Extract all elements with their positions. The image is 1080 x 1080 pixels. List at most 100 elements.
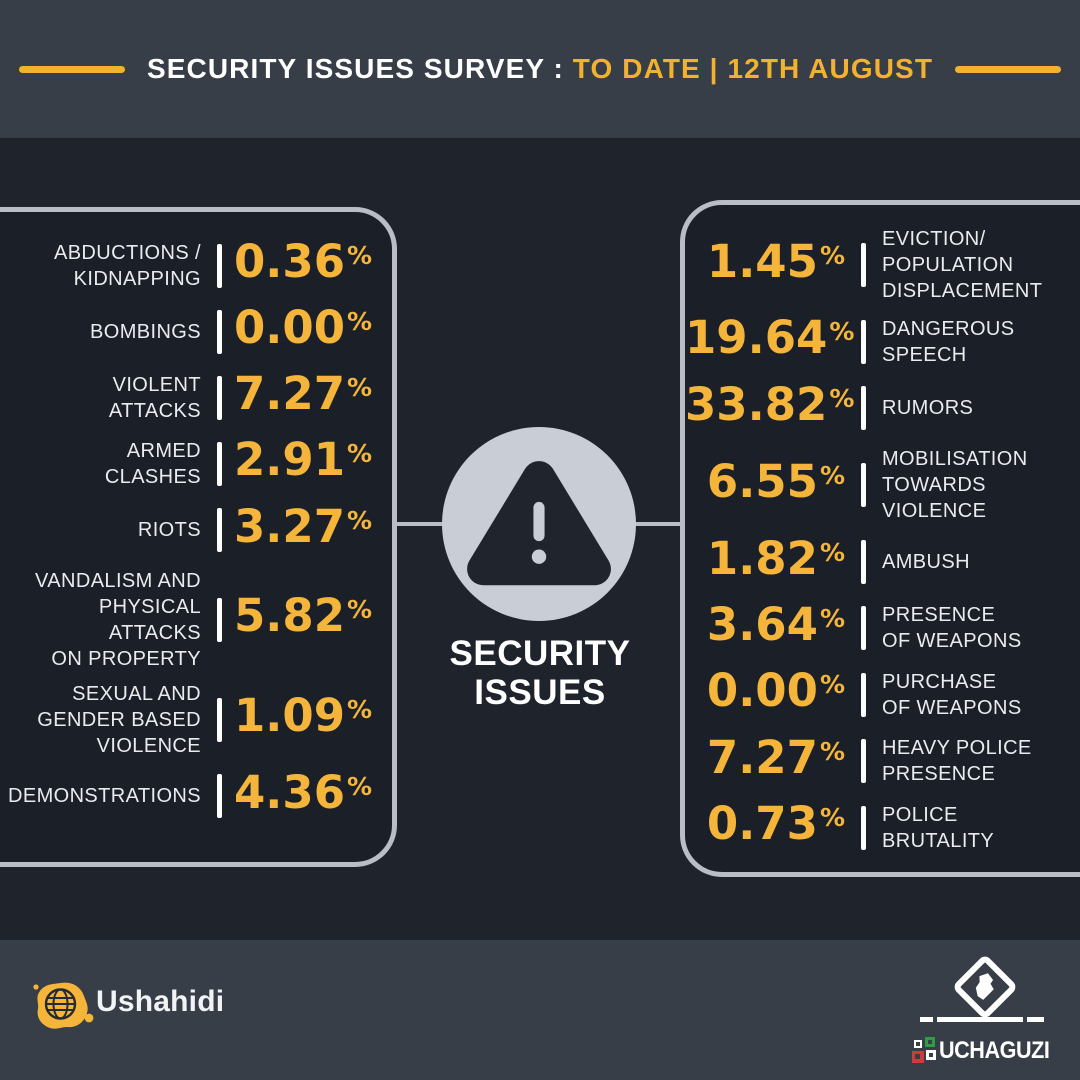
stat-row-armed-clashes: ARMED CLASHES 2.91% <box>5 433 372 492</box>
uchaguzi-pattern-icon <box>912 1035 939 1067</box>
percent-sign: % <box>819 537 845 567</box>
page-title: SECURITY ISSUES SURVEY : TO DATE | 12TH … <box>147 53 933 85</box>
stat-number: 33.82 <box>685 377 828 431</box>
stat-value: 7.27% <box>234 367 372 426</box>
divider-bar <box>217 774 222 819</box>
uchaguzi-wordmark-row: UCHAGUZI <box>912 1035 1062 1067</box>
divider-bar <box>217 597 222 642</box>
stat-label: MOBILISATION TOWARDS VIOLENCE <box>882 448 1028 523</box>
uchaguzi-logo: UCHAGUZI <box>912 943 1052 1064</box>
divider-bar <box>861 739 866 784</box>
stat-row-riots: RIOTS 3.27% <box>5 499 372 559</box>
stat-number: 5.82 <box>234 589 346 643</box>
stat-value: 6.55% <box>685 456 845 514</box>
stat-row-rumors: 33.82% RUMORS <box>685 377 1080 437</box>
stat-number: 0.73 <box>706 797 818 850</box>
stat-value: 3.27% <box>234 499 372 559</box>
stat-number: 3.64 <box>706 597 818 651</box>
divider-bar <box>861 319 866 364</box>
header-band: SECURITY ISSUES SURVEY : TO DATE | 12TH … <box>0 0 1080 138</box>
divider-bar <box>861 243 866 287</box>
stat-number: 1.45 <box>706 234 818 288</box>
stat-label: VANDALISM AND PHYSICAL ATTACKS ON PROPER… <box>35 569 201 670</box>
stat-value: 0.00% <box>234 301 372 360</box>
center-title: SECURITY ISSUES <box>449 634 631 712</box>
header-dash-right <box>955 65 1062 73</box>
stat-label: DEMONSTRATIONS <box>7 785 201 808</box>
stat-number: 7.27 <box>706 730 818 784</box>
stat-value: 1.82% <box>685 531 845 591</box>
percent-sign: % <box>347 241 373 270</box>
percent-sign: % <box>347 439 373 469</box>
stat-row-police-brutality: 0.73% POLICE BRUTALITY <box>685 799 1080 856</box>
divider-bar <box>217 309 222 354</box>
percent-sign: % <box>347 695 373 725</box>
stat-label: PRESENCE OF WEAPONS <box>882 604 1022 653</box>
stat-value: 3.64% <box>685 597 845 657</box>
stat-label: HEAVY POLICE PRESENCE <box>882 737 1032 786</box>
warning-triangle-icon <box>467 461 611 586</box>
stat-row-vandalism: VANDALISM AND PHYSICAL ATTACKS ON PROPER… <box>5 568 372 672</box>
divider-bar <box>861 540 866 584</box>
divider-bar <box>217 697 222 742</box>
stat-value: 0.36% <box>234 237 372 294</box>
divider-bar <box>217 441 222 486</box>
ushahidi-logo: Ushahidi <box>30 970 224 1034</box>
stat-number: 1.82 <box>706 531 818 585</box>
percent-sign: % <box>347 771 373 801</box>
percent-sign: % <box>819 460 845 490</box>
stat-number: 4.36 <box>234 765 346 819</box>
stat-label: RIOTS <box>137 519 201 542</box>
left-stats-panel: ABDUCTIONS / KIDNAPPING 0.36% BOMBINGS 0… <box>0 207 397 867</box>
divider-bar <box>861 386 866 431</box>
stat-number: 0.00 <box>234 301 346 355</box>
stat-value: 2.91% <box>234 433 372 492</box>
stat-label: PURCHASE OF WEAPONS <box>882 670 1022 719</box>
stat-value: 4.36% <box>234 765 372 825</box>
page-title-main: SECURITY ISSUES SURVEY : <box>146 53 573 84</box>
stat-value: 19.64% <box>685 311 854 370</box>
stat-number: 2.91 <box>234 433 346 487</box>
stat-number: 3.27 <box>234 499 346 553</box>
stat-value: 1.09% <box>234 689 372 748</box>
stat-row-bombings: BOMBINGS 0.00% <box>5 301 372 360</box>
stat-number: 0.00 <box>706 664 818 718</box>
stat-label: POLICE BRUTALITY <box>882 803 995 852</box>
stat-label: AMBUSH <box>882 551 970 573</box>
stat-value: 7.27% <box>685 730 845 790</box>
stat-value: 1.45% <box>685 234 845 294</box>
header-dash-left <box>18 65 125 73</box>
stat-row-mobilisation-violence: 6.55% MOBILISATION TOWARDS VIOLENCE <box>685 446 1080 524</box>
stat-value: 0.00% <box>685 666 845 723</box>
stat-row-demonstrations: DEMONSTRATIONS 4.36% <box>5 765 372 825</box>
ushahidi-globe-icon <box>33 982 94 1029</box>
footer-band: Ushahidi UCHAGUZI <box>0 940 1080 1080</box>
divider-bar <box>861 805 866 850</box>
stat-row-violent-attacks: VIOLENT ATTACKS 7.27% <box>5 367 372 426</box>
uchaguzi-ballot-icon <box>920 956 1044 1022</box>
stat-row-presence-of-weapons: 3.64% PRESENCE OF WEAPONS <box>685 597 1080 657</box>
stat-row-heavy-police-presence: 7.27% HEAVY POLICE PRESENCE <box>685 730 1080 790</box>
divider-bar <box>861 606 866 651</box>
percent-sign: % <box>819 803 845 832</box>
stat-label: SEXUAL AND GENDER BASED VIOLENCE <box>37 682 201 757</box>
percent-sign: % <box>829 317 855 347</box>
stat-value: 0.73% <box>685 799 845 856</box>
page-title-date: TO DATE | 12TH AUGUST <box>572 53 934 84</box>
percent-sign: % <box>347 373 373 403</box>
stat-value: 33.82% <box>685 377 854 437</box>
stat-label: ABDUCTIONS / KIDNAPPING <box>53 241 201 290</box>
stat-number: 7.27 <box>234 367 346 421</box>
ushahidi-wordmark: Ushahidi <box>96 985 225 1018</box>
divider-bar <box>861 672 866 717</box>
stat-row-abductions-kidnapping: ABDUCTIONS / KIDNAPPING 0.36% <box>5 237 372 294</box>
stat-label: VIOLENT ATTACKS <box>108 373 201 422</box>
right-stats-panel: 1.45% EVICTION/ POPULATION DISPLACEMENT … <box>680 200 1080 877</box>
stat-number: 19.64 <box>685 311 828 365</box>
stat-label: EVICTION/ POPULATION DISPLACEMENT <box>882 228 1043 302</box>
percent-sign: % <box>829 383 855 413</box>
percent-sign: % <box>347 505 373 535</box>
stat-label: RUMORS <box>882 397 974 420</box>
stat-number: 1.09 <box>234 689 346 743</box>
